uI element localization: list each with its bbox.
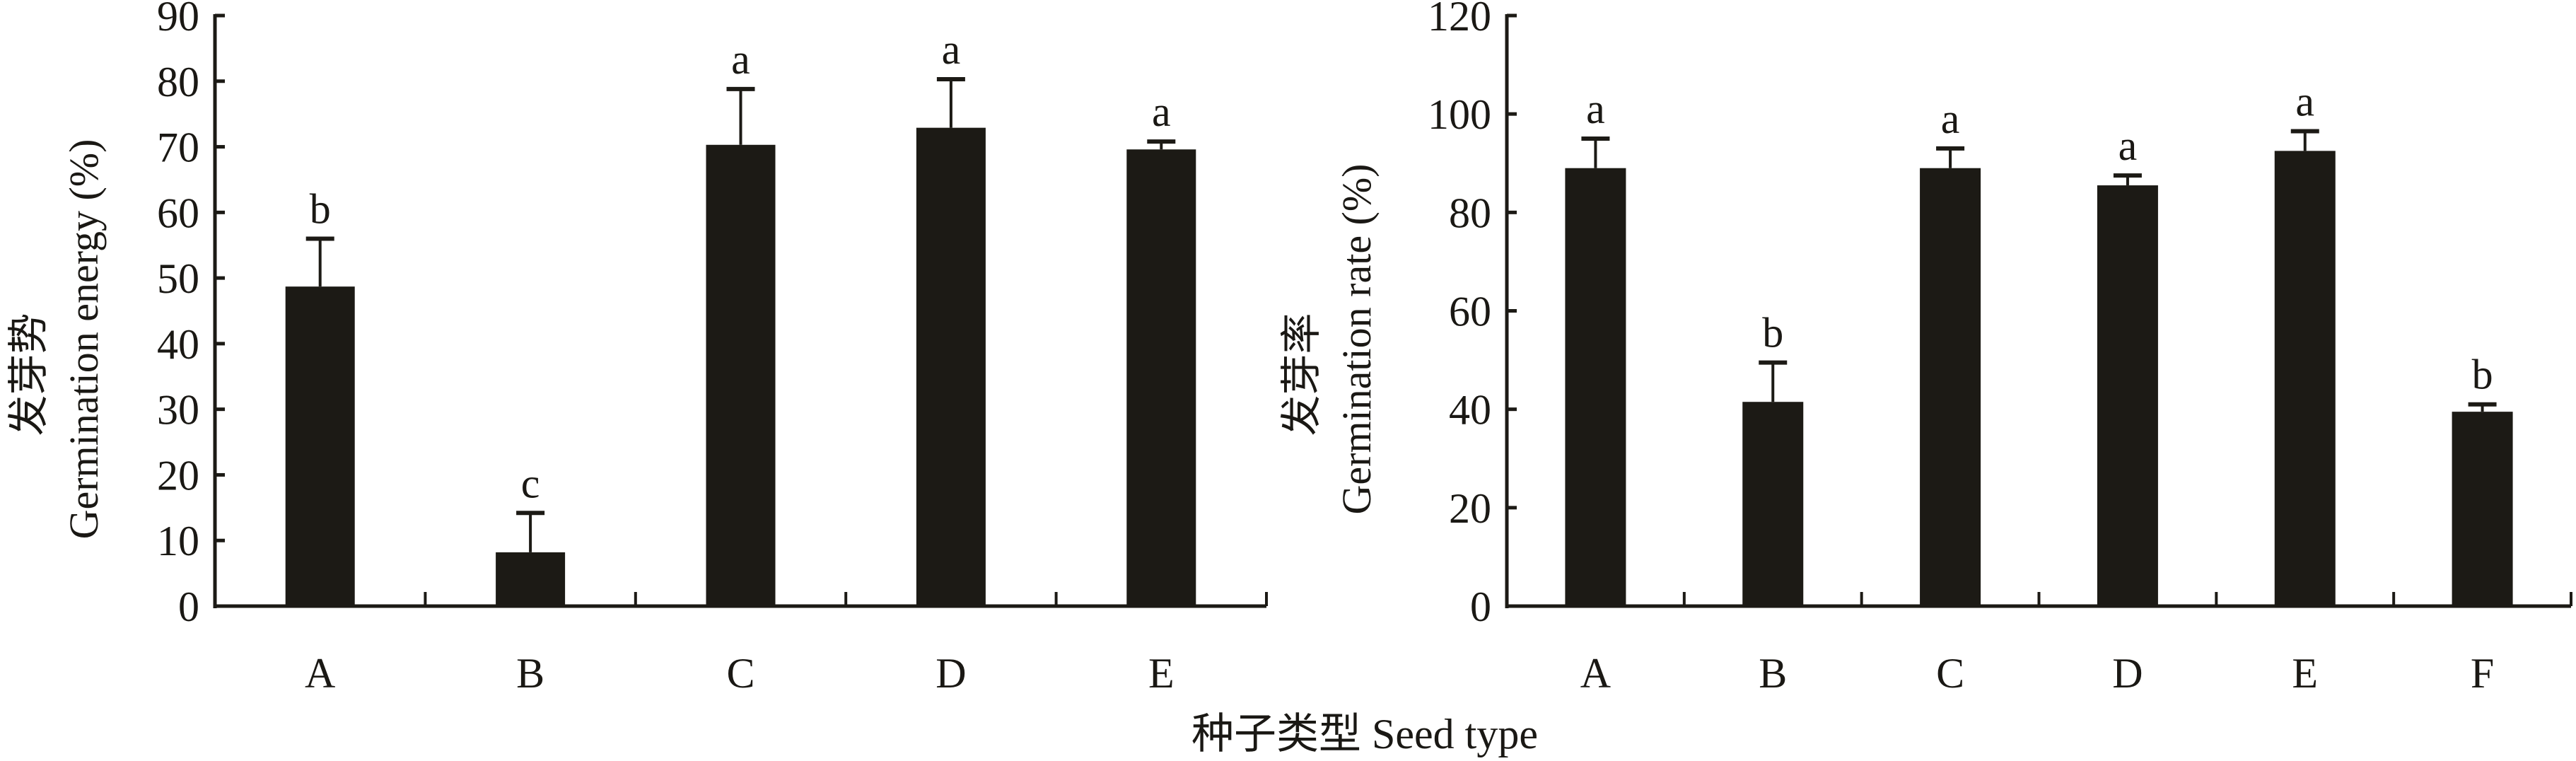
y-tick-label: 70: [157, 124, 199, 171]
y-tick-label: 0: [178, 583, 199, 630]
y-tick-label: 90: [157, 0, 199, 40]
y-axis-title-cn: 发芽势: [6, 313, 52, 436]
y-tick-label: 60: [157, 190, 199, 236]
bar-D: [916, 127, 986, 606]
x-tick-label: D: [2112, 650, 2143, 697]
significance-label: a: [731, 36, 750, 83]
significance-label: b: [1762, 310, 1783, 356]
significance-label: b: [2472, 352, 2493, 398]
x-tick-label: A: [305, 650, 335, 697]
y-tick-label: 40: [1449, 387, 1491, 434]
y-tick-label: 30: [157, 387, 199, 434]
x-tick-label: C: [726, 650, 754, 697]
bar-A: [285, 286, 355, 606]
significance-label: a: [2119, 122, 2138, 169]
y-tick-label: 80: [1449, 190, 1491, 236]
germination-rate-chart: 0 20 40 60 80 100 120 a Ab Ba Ca Da Eb F 发芽率 Germinatio…: [1278, 0, 2572, 697]
y-tick-label: 120: [1428, 0, 1491, 40]
y-tick-label: 40: [157, 321, 199, 368]
bar-C: [1920, 168, 1981, 607]
y-axis-title: Germination rate (%): [1334, 163, 1380, 514]
significance-label: a: [1941, 95, 1960, 142]
y-tick-label: 10: [157, 518, 199, 564]
significance-label: c: [521, 460, 540, 506]
y-axis-title: Germination energy (%): [61, 139, 107, 540]
bar-F: [2452, 412, 2513, 606]
bar-B: [1742, 402, 1804, 606]
y-tick-label: 80: [157, 59, 199, 105]
significance-label: b: [310, 185, 331, 232]
significance-label: a: [2295, 79, 2314, 125]
bar-D: [2097, 185, 2158, 606]
x-axis-title: 种子类型 Seed type: [1191, 711, 1538, 757]
significance-label: a: [1586, 86, 1605, 132]
y-tick-label: 20: [1449, 485, 1491, 532]
x-tick-label: A: [1580, 650, 1611, 697]
x-tick-label: B: [1759, 650, 1787, 697]
y-tick-label: 100: [1428, 91, 1491, 138]
x-tick-label: F: [2471, 650, 2494, 697]
y-tick-label: 60: [1449, 289, 1491, 335]
x-tick-label: B: [516, 650, 544, 697]
bar-E: [2274, 151, 2336, 606]
x-tick-label: D: [936, 650, 966, 697]
bar-A: [1565, 168, 1626, 607]
x-tick-label: E: [1148, 650, 1175, 697]
significance-label: a: [942, 26, 961, 73]
y-tick-label: 0: [1470, 583, 1491, 630]
y-axis-title-cn: 发芽率: [1278, 313, 1324, 436]
bar-B: [496, 552, 566, 606]
y-tick-label: 50: [157, 255, 199, 302]
y-tick-label: 20: [157, 452, 199, 499]
x-tick-label: C: [1936, 650, 1964, 697]
significance-label: a: [1152, 88, 1171, 135]
germination-energy-chart: 0 10 20 30 40 50 60 70 80 90 b Ac Ba Ca Da E 发芽势 Germinat…: [6, 0, 1268, 697]
bar-E: [1126, 149, 1196, 606]
bar-C: [706, 144, 776, 606]
x-tick-label: E: [2292, 650, 2318, 697]
